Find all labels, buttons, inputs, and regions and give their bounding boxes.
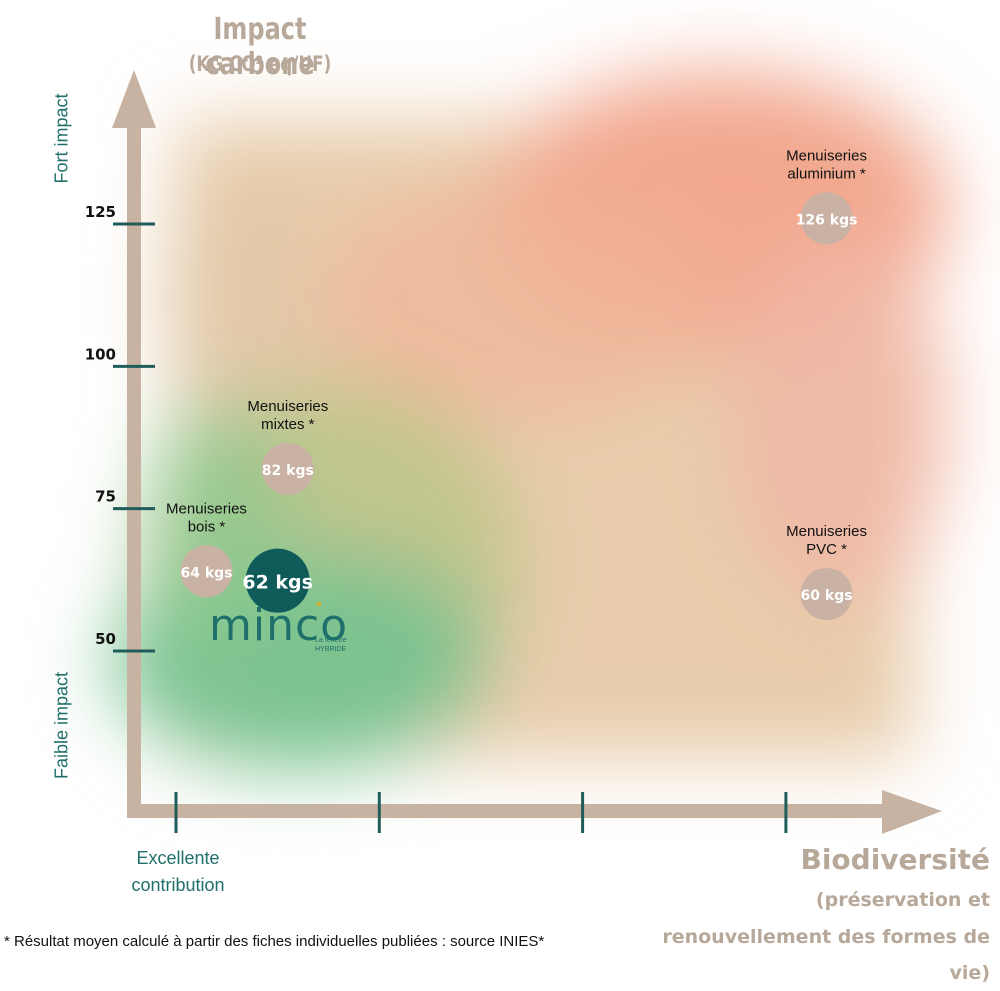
x-title-detail-1: (préservation et bbox=[815, 889, 990, 911]
point-value-label: 60 kgs bbox=[801, 588, 853, 604]
point-name-line2: PVC * bbox=[806, 541, 847, 558]
point-value-label: 64 kgs bbox=[180, 565, 232, 581]
y-tick-label: 125 bbox=[85, 203, 116, 221]
highlight-bubble bbox=[245, 548, 310, 613]
x-tick-label-line1: Excellente bbox=[136, 848, 220, 868]
x-title-main: Biodiversité bbox=[800, 843, 990, 876]
point-bubble bbox=[180, 545, 233, 598]
point-bubble bbox=[800, 192, 853, 245]
point-name-line2: aluminium * bbox=[787, 165, 866, 182]
brand-tagline-1: La fenêtre bbox=[315, 637, 347, 644]
y-label-low: Faible impact bbox=[51, 671, 72, 780]
y-tick-label: 50 bbox=[95, 630, 116, 648]
point-name-line2: mixtes * bbox=[261, 416, 315, 433]
y-ticks: 125 100 75 50 bbox=[85, 203, 155, 653]
y-axis-arrow bbox=[112, 70, 156, 128]
point-name-line1: Menuiseries bbox=[247, 398, 328, 415]
highlight-value-label: 62 kgs bbox=[242, 572, 313, 594]
footnote: * Résultat moyen calculé à partir des fi… bbox=[4, 933, 545, 950]
brand-logo-dot bbox=[316, 601, 322, 607]
brand-logo: minco bbox=[209, 600, 348, 651]
point-name-line1: Menuiseries bbox=[786, 147, 867, 164]
point-bubble bbox=[800, 568, 853, 621]
y-label-high: Fort impact bbox=[51, 93, 72, 184]
x-title-detail-2: renouvellement des formes de vie) bbox=[662, 926, 990, 984]
x-ticks bbox=[174, 792, 788, 833]
y-tick-label: 100 bbox=[85, 345, 116, 363]
x-axis-arrow bbox=[882, 790, 942, 834]
point-value-label: 82 kgs bbox=[262, 463, 314, 479]
point-name-line2: bois * bbox=[188, 518, 226, 535]
x-axis-title: Biodiversité (préservation et renouvelle… bbox=[660, 842, 990, 991]
chart-title: Impact carbone bbox=[205, 12, 315, 82]
axes bbox=[112, 70, 942, 834]
y-tick-label: 75 bbox=[95, 488, 116, 506]
x-tick-label-line2: contribution bbox=[131, 875, 225, 895]
chart-subtitle: (KG CO² eq/UF) bbox=[188, 52, 332, 76]
x-tick-label: Excellente contribution bbox=[118, 845, 238, 899]
point-bubble bbox=[261, 442, 314, 495]
point-value-label: 126 kgs bbox=[796, 212, 858, 228]
brand-tagline-2: HYBRIDE bbox=[315, 646, 346, 653]
point-name-line1: Menuiseries bbox=[166, 500, 247, 517]
point-name-line1: Menuiseries bbox=[786, 523, 867, 540]
